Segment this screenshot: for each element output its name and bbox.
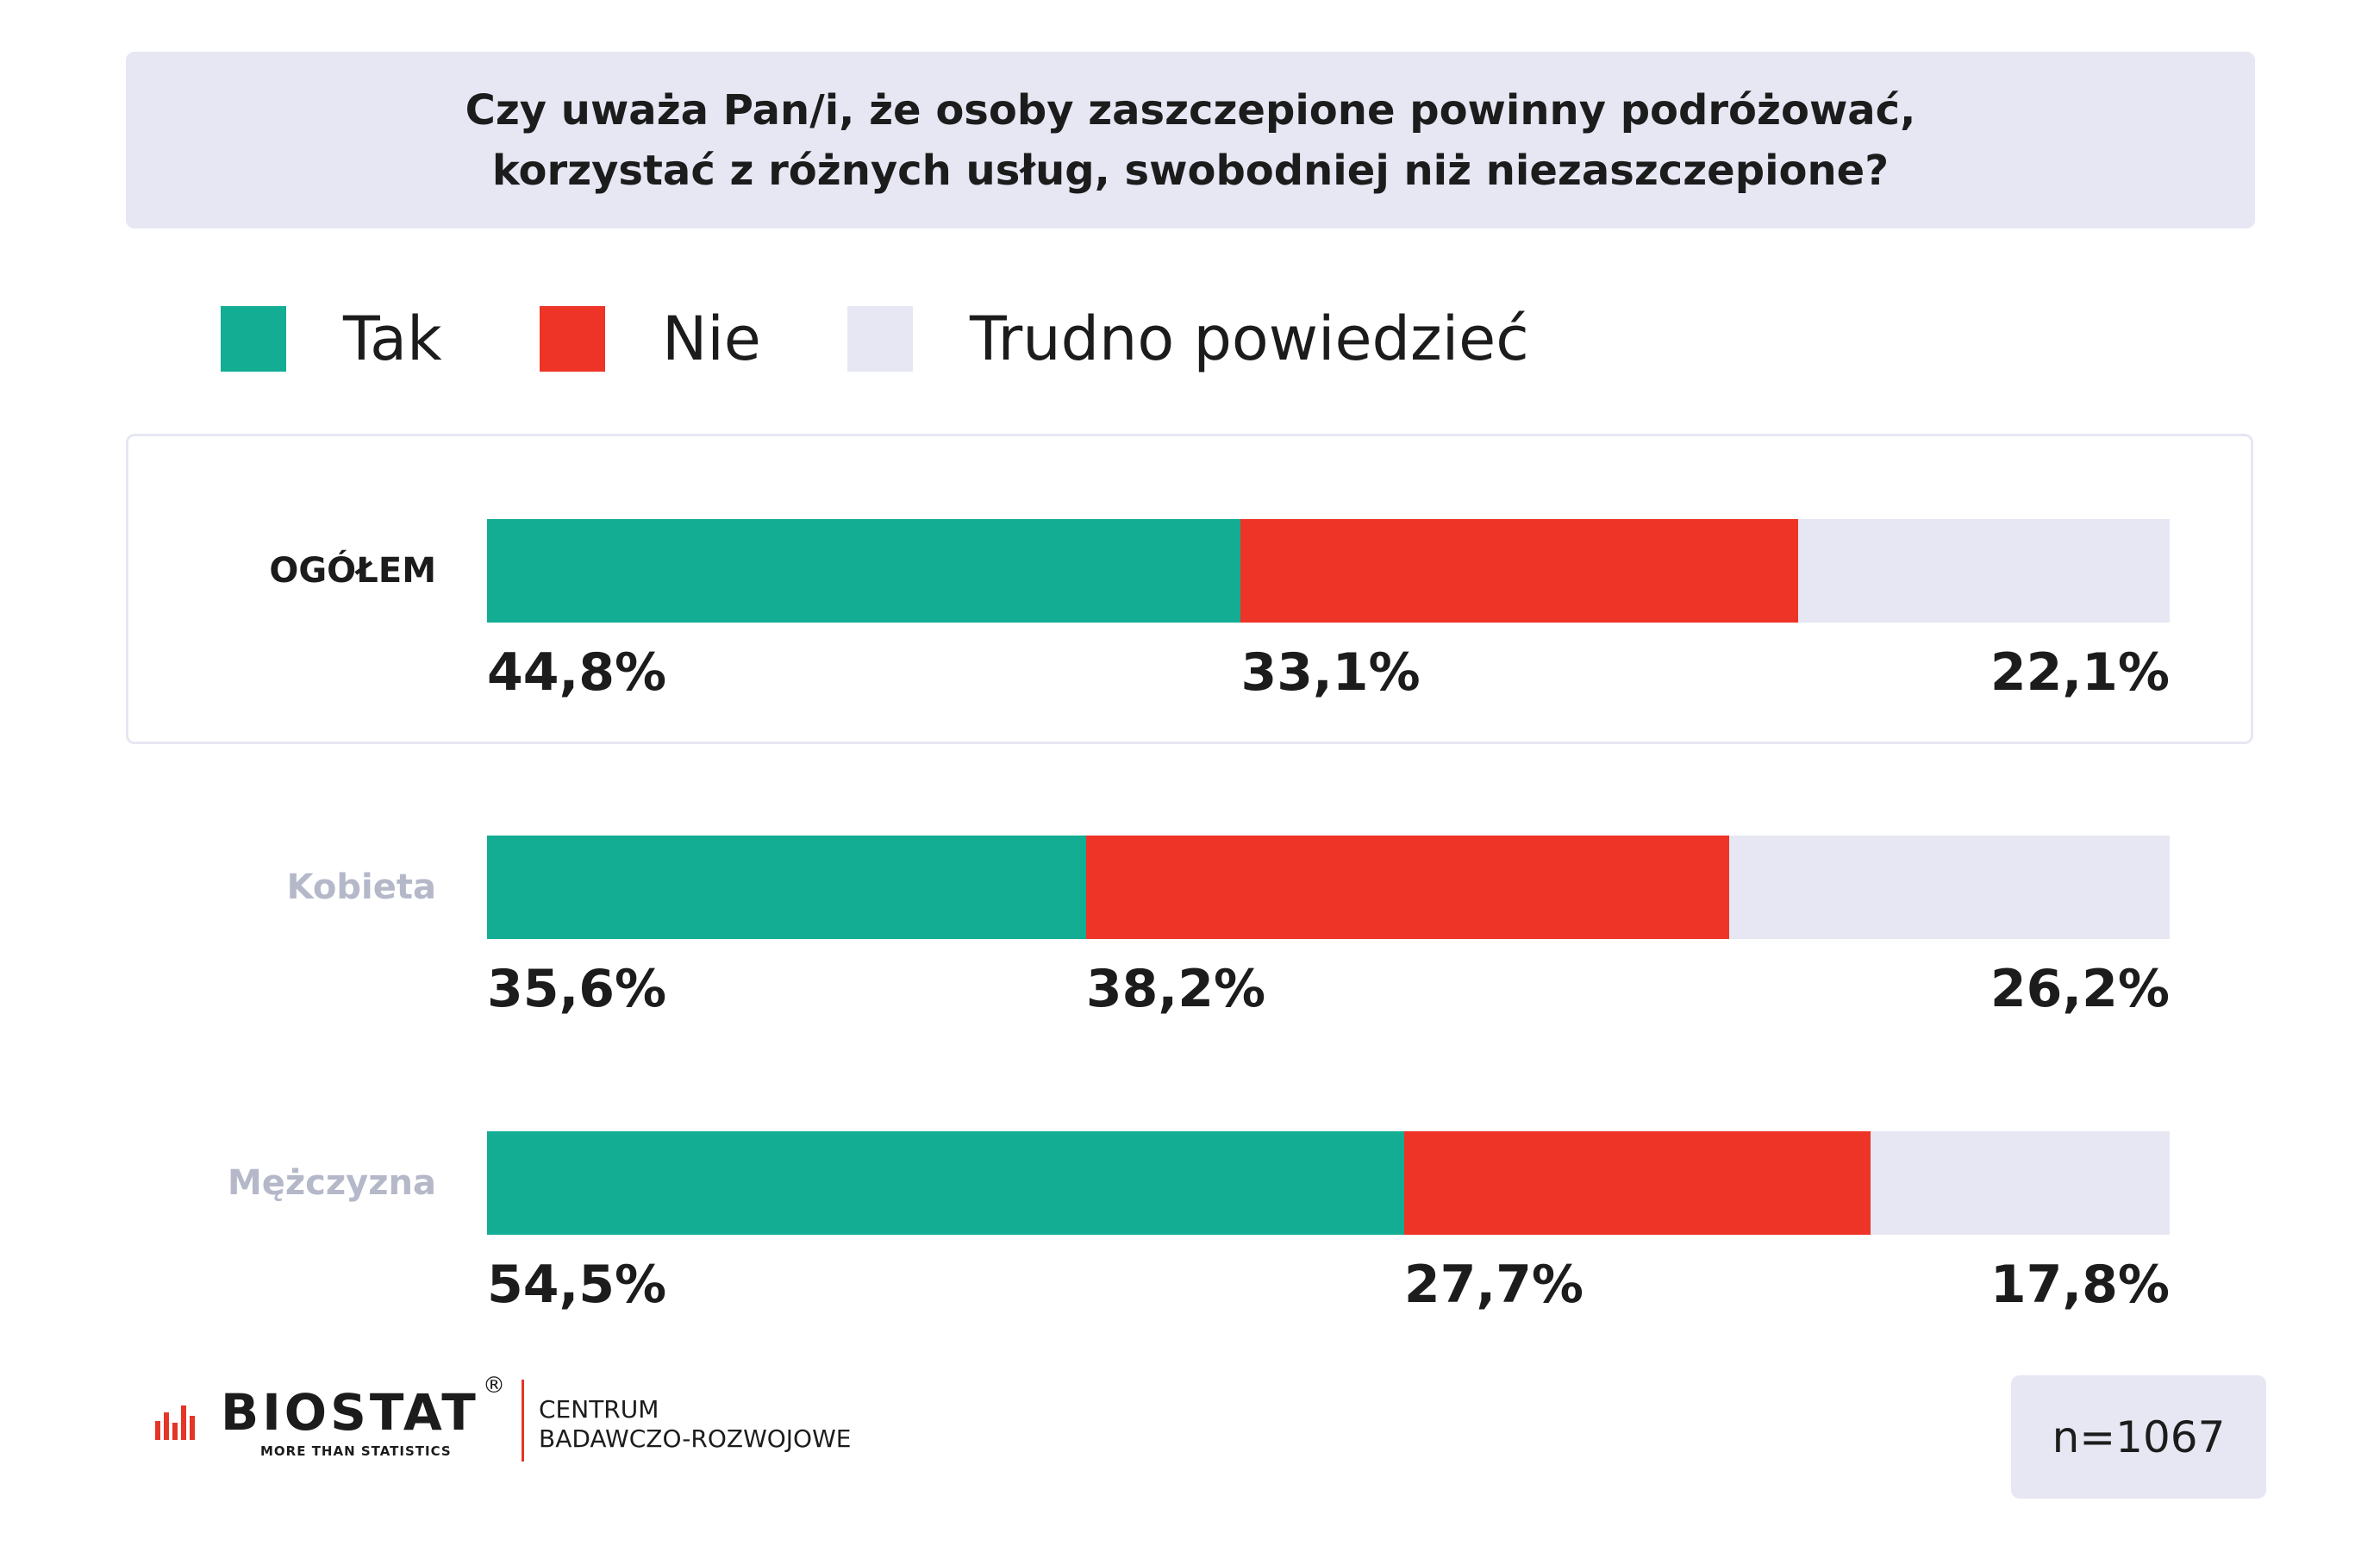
value-label-mezczyzna-nie: 27,7% <box>1403 1255 1584 1315</box>
chart-title-box: Czy uważa Pan/i, że osoby zaszczepione p… <box>126 52 2255 228</box>
bar-segment-mezczyzna-tak <box>487 1131 1404 1235</box>
row-label-mezczyzna: Mężczyzna <box>227 1163 436 1203</box>
logo-divider <box>522 1380 524 1462</box>
value-label-kobieta-nie: 38,2% <box>1085 959 1266 1019</box>
stacked-bar-overall <box>487 519 2170 623</box>
bar-segment-mezczyzna-nie <box>1403 1131 1871 1235</box>
bar-segment-overall-trudno <box>1797 519 2170 623</box>
value-label-overall-nie: 33,1% <box>1240 642 1421 703</box>
value-label-overall-tak: 44,8% <box>487 642 667 703</box>
chart-title-line-2: korzystać z różnych usług, swobodniej ni… <box>491 146 1890 195</box>
legend-label-trudno: Trudno powiedzieć <box>970 304 1529 374</box>
overall-row-frame <box>126 434 2253 744</box>
legend-swatch-nie <box>540 306 605 372</box>
bar-segment-mezczyzna-trudno <box>1870 1131 2170 1235</box>
value-label-mezczyzna-tak: 54,5% <box>487 1255 667 1315</box>
chart-title-line-1: Czy uważa Pan/i, że osoby zaszczepione p… <box>465 85 1916 135</box>
legend-label-tak: Tak <box>343 304 442 374</box>
row-label-overall: OGÓŁEM <box>269 551 436 591</box>
bar-segment-kobieta-tak <box>487 836 1086 939</box>
logo-subtitle-1: CENTRUM <box>539 1395 659 1424</box>
value-label-overall-trudno: 22,1% <box>1990 642 2170 703</box>
bar-chart-icon <box>155 1405 195 1440</box>
bar-segment-kobieta-nie <box>1085 836 1729 939</box>
logo-registered-mark: ® <box>483 1373 505 1399</box>
legend-swatch-trudno <box>847 306 913 372</box>
bar-segment-overall-tak <box>487 519 1241 623</box>
logo-tagline: MORE THAN STATISTICS <box>260 1443 452 1459</box>
stacked-bar-mezczyzna <box>487 1131 2170 1235</box>
legend-swatch-tak <box>221 306 286 372</box>
legend-label-nie: Nie <box>662 304 761 374</box>
value-label-mezczyzna-trudno: 17,8% <box>1990 1255 2170 1315</box>
bar-segment-overall-nie <box>1240 519 1798 623</box>
bar-segment-kobieta-trudno <box>1728 836 2170 939</box>
stacked-bar-kobieta <box>487 836 2170 939</box>
logo-subtitle-2: BADAWCZO-ROZWOJOWE <box>539 1424 852 1453</box>
row-label-kobieta: Kobieta <box>286 867 436 907</box>
value-label-kobieta-tak: 35,6% <box>487 959 667 1019</box>
logo-wordmark: BIOSTAT <box>221 1383 479 1442</box>
sample-size-badge: n=1067 <box>2011 1375 2266 1499</box>
value-label-kobieta-trudno: 26,2% <box>1990 959 2170 1019</box>
